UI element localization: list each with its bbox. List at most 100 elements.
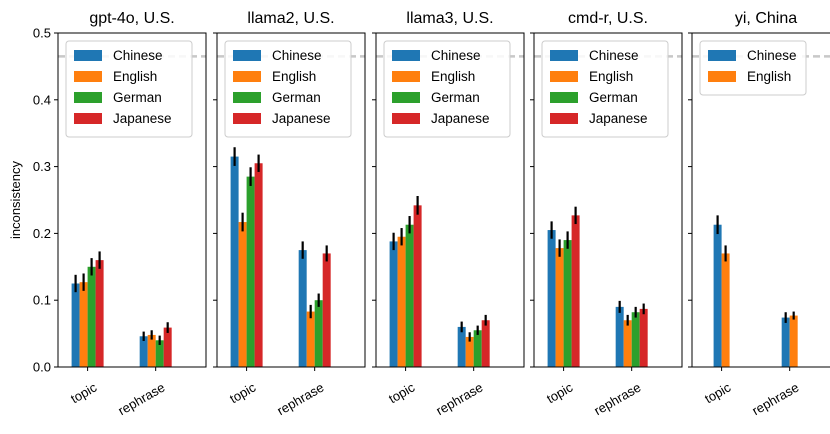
legend-swatch-chinese	[708, 50, 736, 61]
legend-label-german: German	[431, 90, 480, 105]
legend-swatch-german	[233, 92, 261, 103]
legend-swatch-chinese	[74, 50, 102, 61]
x-tick-label-rephrase: rephrase	[115, 380, 167, 419]
plot-frame	[691, 32, 830, 368]
y-tick-label: 0.2	[33, 226, 51, 241]
bar-chinese-rephrase	[298, 250, 307, 367]
legend-label-japanese: Japanese	[272, 111, 331, 126]
bar-japanese-rephrase	[639, 308, 648, 367]
legend-swatch-chinese	[550, 50, 578, 61]
plot-frame	[216, 32, 366, 368]
panel-title: llama3, U.S.	[406, 10, 493, 27]
bar-english-topic	[721, 253, 730, 367]
bar-chinese-topic	[389, 241, 398, 367]
legend-swatch-english	[392, 71, 420, 82]
bar-german-topic	[246, 176, 255, 367]
legend-label-english: English	[113, 69, 157, 84]
bar-english-rephrase	[789, 315, 798, 367]
legend-label-chinese: Chinese	[431, 48, 481, 63]
y-tick-label: 0.3	[33, 159, 51, 174]
bar-german-topic	[405, 224, 414, 367]
legend-label-german: German	[589, 90, 638, 105]
legend-swatch-chinese	[392, 50, 420, 61]
bar-english-topic	[238, 222, 247, 367]
bar-japanese-rephrase	[163, 327, 172, 367]
plot-frame	[375, 32, 525, 368]
legend-label-chinese: Chinese	[113, 48, 163, 63]
bar-chinese-topic	[713, 224, 722, 367]
legend-swatch-german	[550, 92, 578, 103]
panel-llama3-u-s: topic rephrase llama3, U.S. Chinese English G…	[372, 10, 525, 419]
bar-german-topic	[87, 266, 96, 367]
bar-english-rephrase	[147, 334, 156, 367]
legend-label-japanese: Japanese	[113, 111, 172, 126]
legend: Chinese English	[699, 40, 807, 96]
x-tick-label-topic: topic	[68, 379, 100, 406]
legend-label-japanese: Japanese	[589, 111, 648, 126]
legend-label-german: German	[113, 90, 162, 105]
legend-swatch-german	[392, 92, 420, 103]
x-tick-label-topic: topic	[386, 379, 418, 406]
legend: Chinese English German Japanese	[541, 40, 669, 138]
bar-english-topic	[79, 282, 88, 367]
y-tick-label: 0.4	[33, 92, 51, 107]
bar-german-rephrase	[631, 312, 640, 367]
bar-chinese-rephrase	[139, 336, 148, 367]
legend-swatch-japanese	[392, 113, 420, 124]
panel-title: yi, China	[735, 10, 797, 27]
bar-english-rephrase	[465, 336, 474, 367]
bar-japanese-topic	[571, 215, 580, 367]
legend: Chinese English German Japanese	[65, 40, 193, 138]
legend-swatch-chinese	[233, 50, 261, 61]
bar-japanese-topic	[413, 205, 422, 367]
panel-title: llama2, U.S.	[247, 10, 334, 27]
panel-title: gpt-4o, U.S.	[89, 10, 174, 27]
x-tick-label-rephrase: rephrase	[749, 380, 801, 419]
bar-english-rephrase	[306, 311, 315, 367]
panel-llama2-u-s: topic rephrase llama2, U.S. Chinese English G…	[213, 10, 366, 419]
legend-label-english: English	[431, 69, 475, 84]
bar-japanese-topic	[95, 260, 104, 367]
bar-english-topic	[555, 248, 564, 367]
legend-label-chinese: Chinese	[747, 48, 797, 63]
legend-label-english: English	[272, 69, 316, 84]
panel-cmd-r-u-s: topic rephrase cmd-r, U.S. Chinese English Ge…	[530, 10, 683, 419]
bar-german-rephrase	[473, 330, 482, 367]
legend-swatch-english	[74, 71, 102, 82]
legend-swatch-japanese	[74, 113, 102, 124]
bar-german-topic	[563, 240, 572, 367]
plot-frame	[57, 32, 207, 368]
panel-yi-china: topic rephrase yi, China Chinese English	[688, 10, 830, 418]
x-tick-label-topic: topic	[702, 379, 734, 406]
legend-label-japanese: Japanese	[431, 111, 490, 126]
x-tick-label-rephrase: rephrase	[274, 380, 326, 419]
bar-chinese-topic	[547, 230, 556, 367]
bar-chinese-topic	[71, 283, 80, 367]
legend-swatch-english	[708, 71, 736, 82]
legend-label-english: English	[747, 69, 791, 84]
legend-swatch-japanese	[550, 113, 578, 124]
panel-gpt-4o-u-s: topic rephrase 0.0 0.1 0.2 0.3 0.4 0.5 gpt-4o, U…	[33, 10, 207, 419]
x-tick-label-topic: topic	[227, 379, 259, 406]
y-tick-label: 0.1	[33, 293, 51, 308]
y-axis-label: inconsistency	[8, 160, 23, 239]
legend: Chinese English German Japanese	[383, 40, 511, 138]
legend-label-english: English	[589, 69, 633, 84]
legend-label-chinese: Chinese	[272, 48, 322, 63]
panel-title: cmd-r, U.S.	[568, 10, 648, 27]
y-tick-label: 0.0	[33, 360, 51, 375]
plot-frame	[533, 32, 683, 368]
legend-swatch-english	[233, 71, 261, 82]
bar-japanese-topic	[254, 163, 263, 367]
bar-japanese-rephrase	[481, 320, 490, 367]
x-tick-label-rephrase: rephrase	[433, 380, 485, 419]
x-tick-label-rephrase: rephrase	[591, 380, 643, 419]
y-tick-label: 0.5	[33, 26, 51, 41]
bar-chinese-rephrase	[781, 317, 790, 367]
bar-german-rephrase	[314, 300, 323, 367]
bar-chinese-rephrase	[457, 326, 466, 367]
bar-english-topic	[397, 236, 406, 367]
legend-swatch-english	[550, 71, 578, 82]
bar-japanese-rephrase	[322, 253, 331, 367]
